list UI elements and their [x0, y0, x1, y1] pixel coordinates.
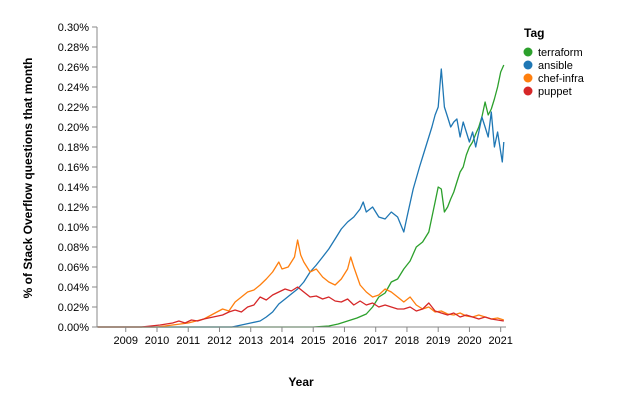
y-tick-label: 0.04% — [58, 282, 89, 294]
x-tick-label: 2009 — [114, 335, 138, 347]
x-tick-label: 2014 — [270, 335, 294, 347]
x-axis-ticks: 2009 2010 2011 2012 2013 2014 2015 2016 2017 2018… — [114, 327, 513, 347]
x-tick-label: 2020 — [457, 335, 481, 347]
x-tick-label: 2018 — [395, 335, 419, 347]
y-tick-label: 0.10% — [58, 222, 89, 234]
plot-area: 0.00% 0.02% 0.04% 0.06% 0.08% 0.10% 0.12% 0.14%… — [58, 22, 513, 347]
x-tick-label: 2021 — [488, 335, 512, 347]
x-tick-label: 2012 — [207, 335, 231, 347]
y-tick-label: 0.02% — [58, 302, 89, 314]
legend-label-terraform: terraform — [538, 47, 583, 59]
series-line-ansible — [97, 68, 505, 328]
x-tick-label: 2015 — [301, 335, 325, 347]
series-layer — [97, 64, 505, 328]
y-axis-title: % of Stack Overflow questions that month — [21, 58, 35, 299]
y-tick-label: 0.06% — [58, 262, 89, 274]
series-line-terraform — [97, 64, 505, 328]
y-tick-label: 0.18% — [58, 142, 89, 154]
y-tick-label: 0.16% — [58, 162, 89, 174]
legend-swatch-chef-infra — [523, 73, 533, 83]
legend-title: Tag — [524, 26, 544, 40]
y-tick-label: 0.20% — [58, 122, 89, 134]
x-tick-label: 2017 — [363, 335, 387, 347]
x-tick-label: 2019 — [426, 335, 450, 347]
legend-label-ansible: ansible — [538, 60, 573, 72]
x-axis-title: Year — [288, 375, 314, 389]
x-tick-label: 2016 — [332, 335, 356, 347]
y-tick-label: 0.14% — [58, 182, 89, 194]
y-tick-label: 0.30% — [58, 22, 89, 34]
y-tick-label: 0.26% — [58, 62, 89, 74]
y-tick-label: 0.00% — [58, 322, 89, 334]
x-tick-label: 2011 — [176, 335, 200, 347]
x-tick-label: 2013 — [238, 335, 262, 347]
x-tick-label: 2010 — [145, 335, 169, 347]
legend-swatch-ansible — [523, 60, 533, 70]
y-tick-label: 0.28% — [58, 42, 89, 54]
series-line-chef-infra — [97, 239, 504, 328]
legend-label-chef-infra: chef-infra — [538, 73, 585, 85]
legend-label-puppet: puppet — [538, 86, 572, 98]
legend-swatch-terraform — [523, 47, 533, 57]
y-tick-label: 0.22% — [58, 102, 89, 114]
y-tick-label: 0.08% — [58, 242, 89, 254]
y-tick-label: 0.12% — [58, 202, 89, 214]
y-tick-label: 0.24% — [58, 82, 89, 94]
series-line-puppet — [97, 286, 504, 328]
legend-swatch-puppet — [523, 86, 533, 96]
y-axis-ticks: 0.00% 0.02% 0.04% 0.06% 0.08% 0.10% 0.12% 0.14%… — [58, 22, 97, 334]
